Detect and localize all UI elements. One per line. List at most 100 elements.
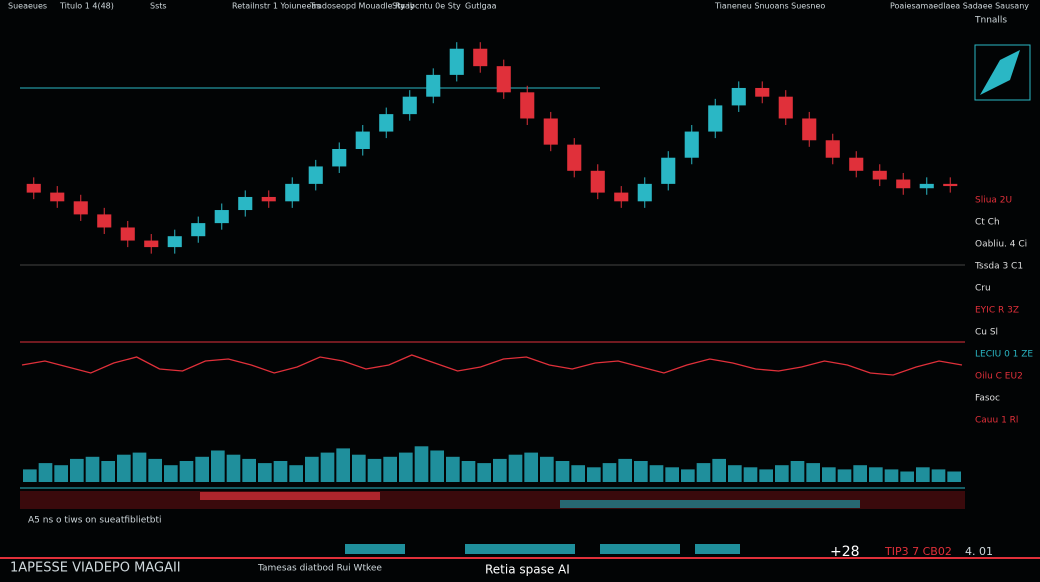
header-item: Retailnstr 1 Yoiuneeas: [232, 2, 320, 11]
volume-bar: [884, 469, 899, 482]
candle-body: [238, 196, 253, 211]
candle-body: [73, 201, 88, 215]
button[interactable]: [600, 544, 680, 554]
volume-bar: [258, 463, 272, 482]
volume-bar: [493, 458, 507, 482]
header-item: Sta ibcntu 0e Sty: [392, 2, 461, 11]
brand: 1APESSE VIADEPO MAGAII: [10, 561, 181, 576]
panel-item: Oilu C EU2: [975, 372, 1023, 382]
volume-bar: [931, 469, 946, 482]
volume-bar: [23, 469, 37, 482]
panel-item: EYIC R 3Z: [975, 306, 1019, 316]
candle-body: [449, 48, 464, 75]
candle-body: [496, 66, 511, 93]
volume-bar: [195, 456, 209, 482]
volume-bar: [446, 456, 460, 482]
volume-bar: [602, 463, 617, 482]
volume-bar: [696, 463, 711, 482]
volume-bar: [226, 454, 241, 482]
candle-body: [167, 236, 182, 248]
volume-bar: [916, 467, 930, 482]
candle-body: [285, 183, 300, 202]
header-item: Gutlgaa: [465, 2, 497, 11]
volume-bar: [132, 452, 147, 482]
volume-bar: [681, 469, 695, 482]
volume-bar: [320, 452, 335, 482]
volume-bar: [853, 465, 867, 482]
volume-bar: [571, 465, 585, 482]
volume-bar: [305, 456, 319, 482]
header-item: Tianeneu Snuoans Suesneo: [714, 2, 825, 11]
volume-bar: [101, 461, 115, 482]
panel-item: Cru: [975, 284, 991, 294]
candle-body: [943, 183, 958, 187]
volume-bar: [164, 465, 178, 482]
ai-label: Retia spase AI: [485, 563, 570, 577]
code: TIP3 7 CB02: [884, 545, 952, 558]
volume-bar: [367, 458, 382, 482]
panel-item: Sliua 2U: [975, 196, 1012, 206]
heat-strip: [200, 492, 380, 500]
candle-body: [379, 114, 394, 132]
volume-bar: [54, 465, 68, 482]
candle-body: [191, 223, 206, 237]
volume-bar: [352, 454, 366, 482]
candle-body: [708, 105, 723, 132]
candle-body: [520, 92, 535, 119]
candle-body: [919, 183, 934, 189]
panel-item: LECIU 0 1 ZE: [975, 350, 1033, 360]
volume-bar: [775, 465, 789, 482]
candle-body: [543, 118, 558, 145]
candle-body: [50, 192, 65, 202]
button[interactable]: [465, 544, 575, 554]
header-item: Sueaeues: [8, 2, 47, 11]
volume-bar: [461, 461, 476, 482]
candle-body: [97, 214, 112, 228]
volume-bar: [211, 450, 225, 482]
status-text: A5 ns o tiws on sueatfiblietbti: [28, 516, 162, 526]
candle-body: [261, 196, 276, 202]
thumbnail-shape: [980, 50, 1020, 95]
volume-bar: [900, 471, 914, 482]
volume-bar: [399, 452, 413, 482]
volume-bar: [430, 450, 444, 482]
candle-body: [308, 166, 323, 184]
header-item: Poaiesamaedlaea Sadaee Sausany: [890, 2, 1029, 11]
volume-bar: [540, 456, 554, 482]
candle-body: [778, 96, 793, 119]
thumbnail: [974, 44, 1031, 101]
header-item: Ssts: [150, 2, 167, 11]
volume-bar: [383, 456, 397, 482]
volume-bar: [117, 454, 131, 482]
volume-bar: [414, 446, 429, 482]
heat-strip: [560, 500, 860, 508]
volume-bar: [712, 458, 726, 482]
volume-bar: [634, 461, 648, 482]
candle-body: [120, 227, 135, 241]
volume-bar: [837, 469, 852, 482]
candle-body: [637, 183, 652, 202]
panel-item: Cu Sl: [975, 328, 998, 338]
volume-bar: [524, 452, 538, 482]
button[interactable]: [345, 544, 405, 554]
volume-bar: [759, 469, 773, 482]
candle-body: [473, 48, 488, 67]
volume-bar: [273, 461, 288, 482]
volume-bar: [477, 463, 491, 482]
volume-bar: [70, 458, 84, 482]
candle-body: [896, 179, 911, 189]
candle-body: [214, 210, 229, 224]
header-item: Titulo 1 4(48): [59, 2, 114, 11]
volume-bar: [822, 467, 836, 482]
button[interactable]: [695, 544, 740, 554]
small-value: 4. 01: [965, 545, 993, 558]
panel-item: Oabliu. 4 Ci: [975, 240, 1027, 250]
candle-body: [355, 131, 370, 149]
volume-bar: [85, 456, 100, 482]
candle-body: [26, 183, 41, 193]
panel-item: Cauu 1 Rl: [975, 416, 1018, 426]
candle-body: [614, 192, 629, 202]
volume-bar: [555, 461, 570, 482]
volume-bar: [242, 458, 256, 482]
